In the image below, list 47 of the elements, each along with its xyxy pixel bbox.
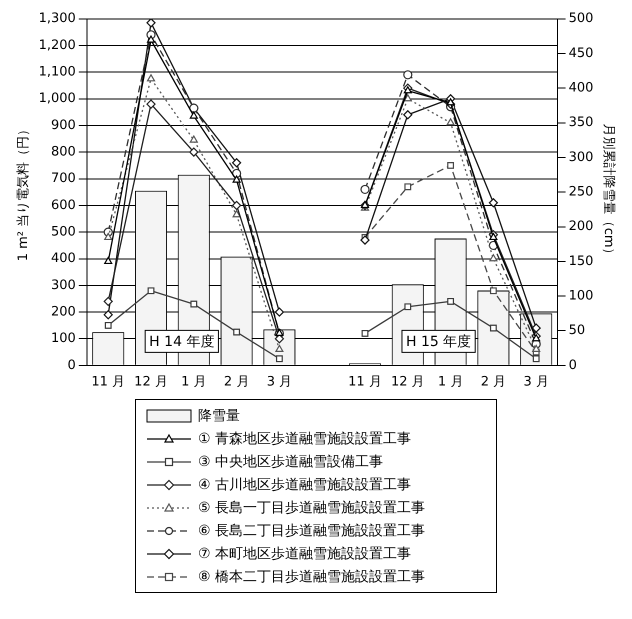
y2-tick-label: 0 — [568, 358, 577, 373]
y2-tick-label: 150 — [568, 254, 594, 269]
y2-tick-label: 450 — [568, 46, 594, 61]
y2-tick-label: 350 — [568, 115, 594, 130]
x-tick-label: 1 月 — [438, 374, 464, 390]
y-tick-label: 1,300 — [38, 11, 76, 26]
x-tick-label: 1 月 — [181, 374, 207, 390]
y-tick-label: 800 — [50, 144, 76, 160]
x-tick-label: 12 月 — [134, 374, 168, 390]
y-tick-label: 0 — [68, 358, 76, 373]
y2-tick-label: 300 — [568, 150, 594, 165]
legend-label: ⑦ 本町地区歩道融雪施設設置工事 — [198, 544, 412, 562]
y-tick-label: 700 — [50, 171, 76, 186]
y-tick-label: 1,200 — [38, 38, 76, 53]
y-tick-label: 500 — [50, 224, 76, 240]
legend-label: ⑧ 橋本二丁目歩道融雪施設設置工事 — [198, 568, 426, 586]
legend-label: ⑥ 長島二丁目歩道融雪施設設置工事 — [198, 522, 426, 540]
legend-label: ③ 中央地区歩道融雪設備工事 — [198, 452, 384, 470]
y-tick-label: 1,000 — [38, 91, 76, 106]
y2-tick-label: 400 — [568, 80, 594, 96]
y-tick-label: 100 — [50, 331, 76, 346]
y2-tick-label: 200 — [568, 219, 594, 234]
x-tick-label: 2 月 — [224, 374, 250, 390]
y2-tick-label: 250 — [568, 184, 594, 200]
x-tick-label: 3 月 — [523, 374, 549, 390]
legend-label: 降雪量 — [198, 406, 240, 424]
legend-label: ④ 古川地区歩道融雪施設設置工事 — [198, 476, 412, 494]
y2-tick-label: 500 — [568, 11, 594, 26]
x-tick-label: 2 月 — [480, 374, 506, 390]
y-tick-label: 600 — [50, 198, 76, 213]
legend-label: ① 青森地区歩道融雪施設設置工事 — [198, 430, 412, 448]
y-tick-label: 300 — [50, 278, 76, 293]
y-axis-title: 1 m² 当り電気料（円） — [16, 122, 32, 262]
y2-tick-label: 50 — [568, 323, 586, 338]
x-tick-label: 11 月 — [91, 374, 126, 390]
y-tick-label: 900 — [50, 118, 76, 133]
legend-label: ⑤ 長島一丁目歩道融雪施設設置工事 — [198, 498, 426, 516]
x-tick-label: 12 月 — [390, 374, 425, 390]
y-tick-label: 200 — [50, 304, 76, 320]
y-tick-label: 1,100 — [38, 64, 76, 80]
y2-axis-title: 月別累計降雪量（cm） — [600, 124, 616, 261]
annotation: H 14 年度 — [149, 334, 214, 350]
x-tick-label: 11 月 — [348, 374, 382, 390]
annotation: H 15 年度 — [406, 334, 472, 350]
y2-tick-label: 100 — [568, 288, 594, 304]
x-tick-label: 3 月 — [266, 374, 292, 390]
y-tick-label: 400 — [50, 251, 76, 266]
